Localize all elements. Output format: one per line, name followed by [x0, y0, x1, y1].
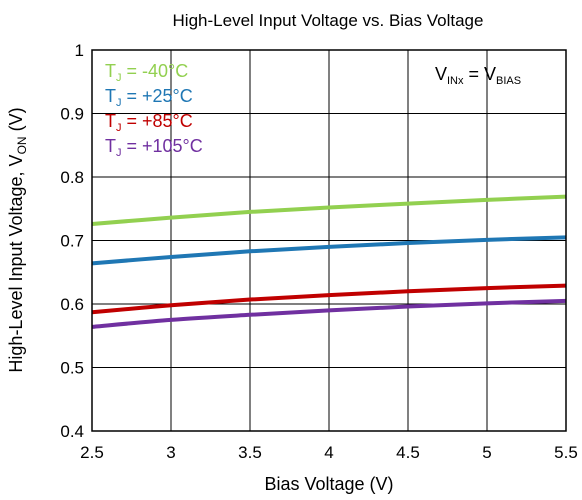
legend-label-main: T	[105, 111, 116, 131]
y-tick-label: 0.6	[60, 295, 84, 314]
annotation-sub2: BIAS	[496, 75, 521, 87]
legend-label-main: T	[105, 136, 116, 156]
legend-label-tail: = -40°C	[122, 61, 189, 81]
y-tick-label: 0.5	[60, 359, 84, 378]
condition-annotation: VINx = VBIAS	[435, 64, 521, 87]
x-tick-label: 4.5	[396, 443, 420, 462]
legend-entry-0: TJ = -40°C	[105, 61, 188, 84]
x-tick-label: 2.5	[80, 443, 104, 462]
y-tick-label: 0.9	[60, 105, 84, 124]
legend-label-tail: = +85°C	[122, 111, 193, 131]
series-line-0	[91, 194, 567, 226]
y-axis-label-tail: (V)	[6, 107, 26, 136]
legend-label-tail: = +105°C	[122, 136, 203, 156]
annotation-sub: INx	[447, 75, 464, 87]
legend: TJ = -40°CTJ = +25°CTJ = +85°CTJ = +105°…	[105, 61, 203, 159]
annotation-mid: = V	[463, 64, 496, 84]
y-axis-label: High-Level Input Voltage, VON (V)	[6, 107, 29, 372]
x-axis-label: Bias Voltage (V)	[264, 474, 393, 494]
legend-entry-1: TJ = +25°C	[105, 86, 193, 109]
x-tick-label: 3.5	[238, 443, 262, 462]
y-tick-label: 0.8	[60, 168, 84, 187]
legend-label-main: T	[105, 61, 116, 81]
y-tick-label: 0.7	[60, 232, 84, 251]
chart-title: High-Level Input Voltage vs. Bias Voltag…	[173, 11, 484, 30]
series-line-3	[91, 298, 567, 329]
x-tick-label: 3	[166, 443, 175, 462]
y-axis-label-main: High-Level Input Voltage, V	[6, 154, 26, 372]
legend-label-tail: = +25°C	[122, 86, 193, 106]
x-tick-label: 5.5	[554, 443, 578, 462]
y-tick-label: 1	[75, 41, 84, 60]
plot-frame	[91, 49, 567, 432]
y-tick-label: 0.4	[60, 422, 84, 441]
legend-entry-3: TJ = +105°C	[105, 136, 203, 159]
annotation-main: V	[435, 64, 447, 84]
legend-label-main: T	[105, 86, 116, 106]
x-tick-label: 5	[482, 443, 491, 462]
legend-entry-2: TJ = +85°C	[105, 111, 193, 134]
series-lines	[91, 194, 567, 329]
series-line-1	[91, 235, 567, 266]
legend-label-sub: J	[116, 122, 122, 134]
series-line-2	[91, 283, 567, 315]
x-tick-labels: 2.5 3 3.5 4 4.5 5 5.5	[80, 443, 578, 462]
legend-label-sub: J	[116, 97, 122, 109]
y-tick-labels: 0.4 0.5 0.6 0.7 0.8 0.9 1	[60, 41, 84, 441]
y-axis-label-sub: ON	[15, 136, 29, 154]
x-tick-label: 4	[324, 443, 333, 462]
legend-label-sub: J	[116, 72, 122, 84]
legend-label-sub: J	[116, 147, 122, 159]
